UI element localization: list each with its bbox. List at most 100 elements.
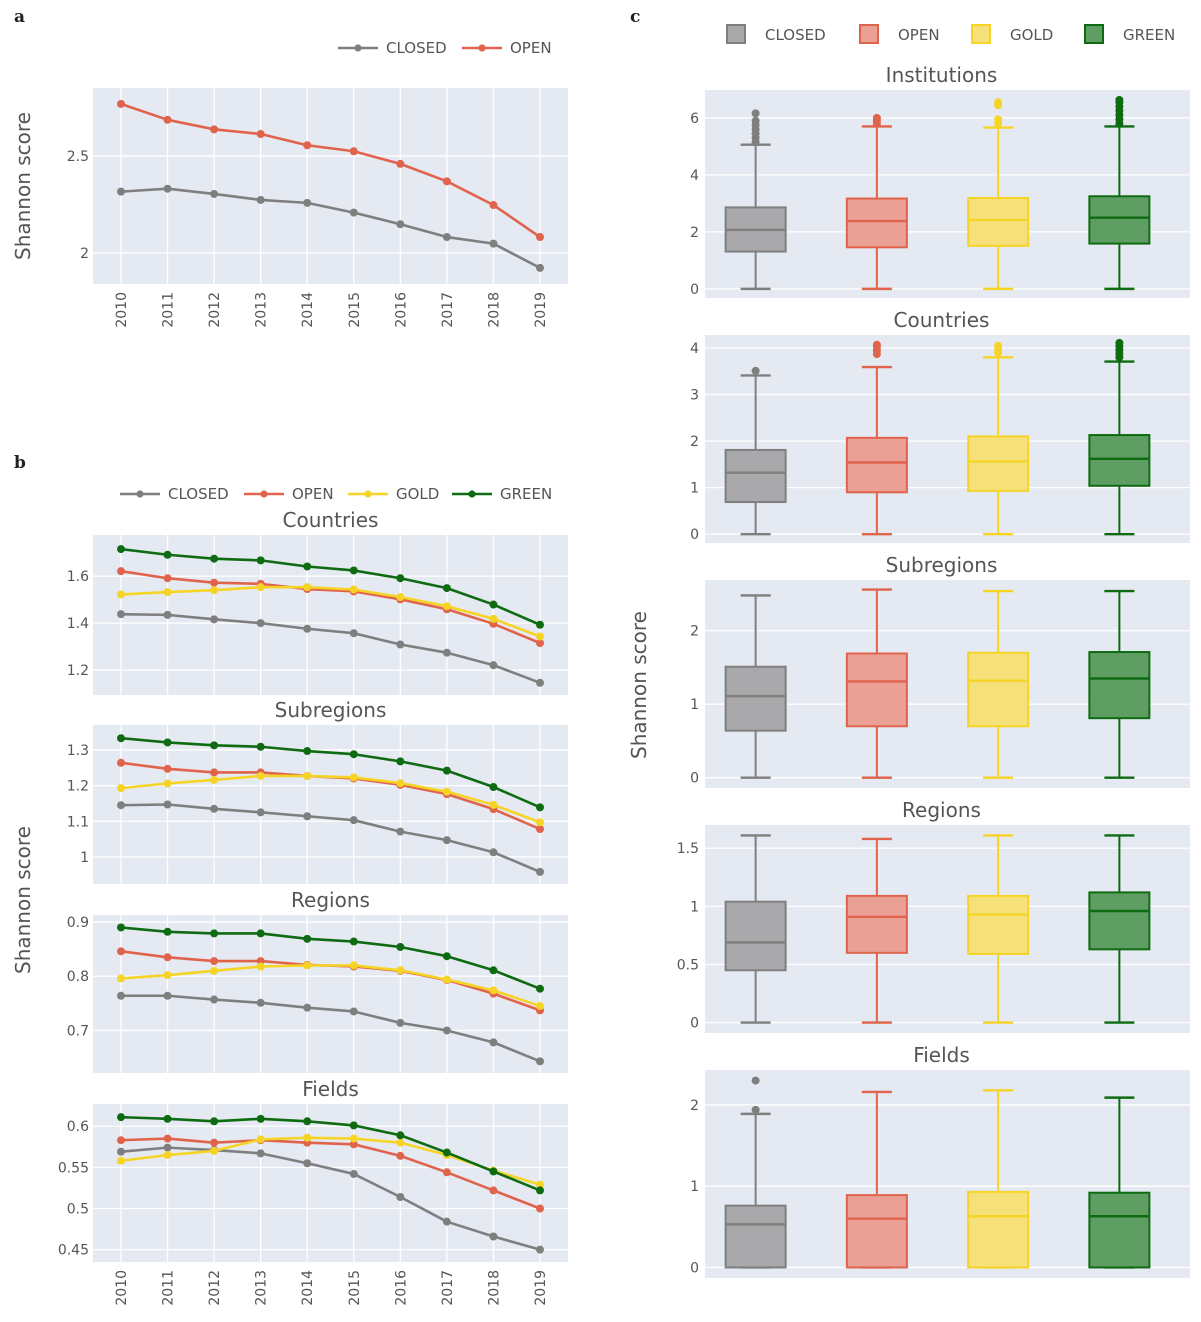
data-point-gold	[489, 800, 498, 809]
series-line-closed	[120, 612, 541, 684]
data-point-gold	[442, 787, 451, 796]
data-point-closed	[303, 1003, 312, 1012]
x-tick-label: 2015	[347, 292, 363, 328]
data-point-open	[163, 115, 172, 124]
outlier-point-green	[1115, 95, 1124, 104]
plot-background	[705, 90, 1190, 298]
data-point-green	[210, 554, 219, 563]
data-point-gold	[349, 961, 358, 970]
data-point-closed	[117, 187, 125, 196]
data-point-open	[489, 1186, 498, 1195]
y-tick-label: 4	[690, 341, 699, 357]
outlier-point-gold	[994, 341, 1003, 350]
plot-b-subregions: 1 1.1 1.2 1.3 Subregions	[67, 698, 568, 884]
data-point-open	[442, 1168, 451, 1177]
data-point-green	[536, 803, 544, 812]
data-point-green	[536, 1186, 544, 1195]
series-line-closed	[120, 187, 541, 270]
data-point-green	[210, 741, 219, 750]
data-point-open	[536, 233, 544, 242]
outlier-point-gold	[994, 115, 1003, 124]
y-tick-label: 1	[690, 697, 699, 713]
subplot-title: Regions	[291, 888, 370, 912]
data-point-gold	[536, 632, 544, 641]
data-point-closed	[256, 619, 265, 628]
y-tick-label: 1.2	[67, 779, 89, 795]
data-point-closed	[489, 661, 498, 670]
data-point-open	[349, 1140, 358, 1149]
data-point-open	[489, 201, 498, 210]
data-point-green	[349, 750, 358, 759]
data-point-green	[536, 984, 544, 993]
x-tick-label: 2011	[161, 292, 177, 328]
data-point-gold	[396, 779, 405, 788]
y-tick-label: 0	[690, 527, 699, 543]
box-iqr-open	[845, 1194, 908, 1269]
box-iqr-gold	[967, 651, 1030, 728]
data-point-green	[117, 923, 125, 932]
series-line-open	[120, 569, 541, 645]
data-point-closed	[163, 800, 172, 809]
data-point-closed	[303, 624, 312, 633]
x-tick-label: 2012	[207, 1270, 223, 1306]
data-point-open	[210, 125, 219, 134]
data-point-gold	[442, 975, 451, 984]
legend-marker-gold	[364, 490, 372, 498]
legend-swatch-closed	[726, 24, 746, 44]
data-point-gold	[256, 771, 265, 780]
y-tick-label: 1	[690, 1179, 699, 1195]
data-point-closed	[442, 1026, 451, 1035]
box-iqr-gold	[967, 894, 1030, 955]
y-tick-label: 0.5	[677, 957, 699, 973]
data-point-closed	[536, 1245, 544, 1254]
data-point-gold	[536, 1002, 544, 1011]
x-tick-label: 2019	[533, 292, 549, 328]
boxplot-countries: 0 1 2 3 4 Countries	[690, 308, 1190, 543]
legend-marker-green	[468, 490, 476, 498]
y-tick-label: 2	[690, 1098, 699, 1114]
outlier-point-closed	[751, 116, 760, 125]
data-point-open	[210, 578, 219, 587]
data-point-gold	[442, 602, 451, 611]
data-point-closed	[256, 808, 265, 817]
series-line-closed	[121, 994, 541, 1063]
x-tick-label: 2016	[393, 1270, 409, 1306]
subplot-title: Subregions	[275, 698, 387, 722]
data-point-green	[303, 747, 312, 756]
y-tick-label: 1.4	[67, 616, 89, 632]
series-line-closed	[120, 1146, 541, 1251]
x-tick-label: 2018	[486, 292, 502, 328]
y-tick-label: 0.5	[67, 1202, 89, 1218]
data-point-green	[117, 545, 125, 554]
y-tick-label: 1.6	[67, 569, 89, 585]
series-line-gold	[120, 774, 541, 824]
data-point-gold	[210, 966, 219, 975]
outlier-point-gold	[994, 98, 1003, 107]
panel-label-b: b	[14, 453, 26, 473]
panel-label-a: a	[14, 7, 25, 27]
data-point-open	[349, 147, 358, 156]
data-point-open	[163, 953, 172, 962]
data-point-closed	[163, 1143, 172, 1152]
box-iqr-green	[1088, 651, 1151, 720]
legend-marker-open	[260, 490, 268, 498]
y-tick-label: 0	[690, 771, 699, 787]
data-point-green	[303, 562, 312, 571]
box-iqr-gold	[967, 435, 1030, 492]
x-tick-label: 2018	[486, 1270, 502, 1306]
panel-a-y-axis-title: Shannon score	[11, 112, 35, 260]
data-point-closed	[303, 812, 312, 821]
legend-label-closed: CLOSED	[765, 26, 826, 44]
legend-label-open: OPEN	[292, 485, 334, 503]
data-point-gold	[396, 966, 405, 975]
y-tick-label: 2	[690, 624, 699, 640]
panel-c-y-axis-title: Shannon score	[627, 611, 651, 759]
data-point-closed	[396, 220, 405, 229]
x-tick-label: 2013	[254, 292, 270, 328]
y-tick-label: 0	[690, 1260, 699, 1276]
data-point-closed	[163, 991, 172, 1000]
box-iqr-green	[1088, 434, 1151, 487]
data-point-closed	[489, 848, 498, 857]
data-point-green	[210, 929, 219, 938]
